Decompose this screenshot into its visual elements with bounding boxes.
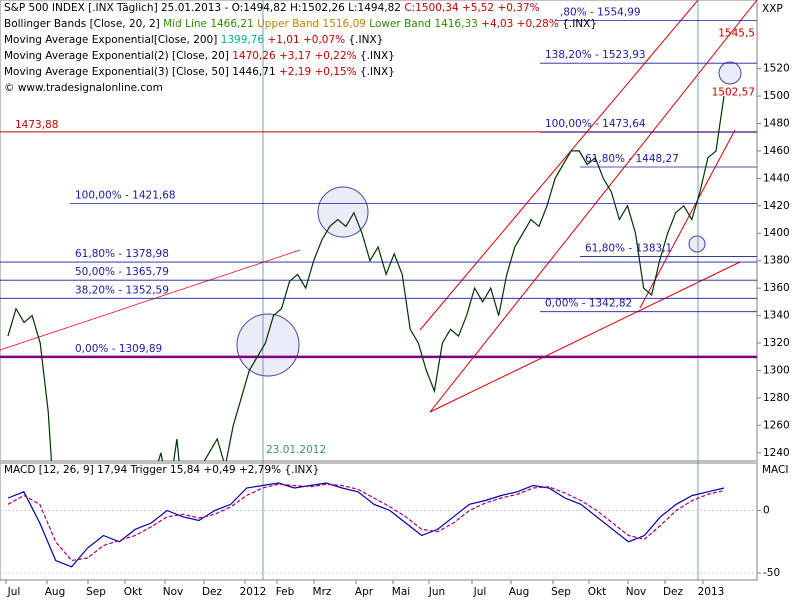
x-tick-label: Nov [626,586,647,598]
y-tick-label: 1380 [763,255,790,267]
legend-text: +4,03 +0,28% [481,18,559,30]
legend-text: 1399,76 [221,34,265,46]
legend-text: {.INX} [348,34,383,46]
legend-line: Bollinger Bands [Close, 20, 2] Mid Line … [4,18,597,30]
y-tick-label: 1240 [763,447,790,459]
x-tick-label: Aug [45,586,66,598]
series-line [7,482,725,568]
y-tick-label: 1320 [763,337,790,349]
legend-text: Mid Line 1466,21 [163,18,254,30]
x-tick-label: Dez [663,586,684,598]
x-tick-label: Jul [473,586,487,598]
x-tick-label: Mrz [313,586,332,598]
y-tick-label: 1340 [763,310,790,322]
fib-label: 138,20% - 1523,93 [545,49,646,61]
legend-text: Moving Average Exponential(3) [Close, 50… [4,66,276,78]
price-panel [0,0,758,462]
legend-text: 1470,26 +3,17 +0,22% [232,50,356,62]
y-tick-label: -50 [763,567,780,579]
reference-label: 1473,88 [15,119,58,131]
legend-text: S&P 500 INDEX [.INX Täglich] 25.01.2013 … [4,2,401,14]
macd-panel [0,462,758,581]
x-tick-label: Dez [202,586,223,598]
x-tick-label: Feb [276,586,295,598]
y-tick-label: 1280 [763,392,790,404]
macd-plot [0,482,757,574]
legend-line: S&P 500 INDEX [.INX Täglich] 25.01.2013 … [4,2,540,14]
highlight-circles [236,61,742,377]
fib-label: 100,00% - 1421,68 [75,189,176,201]
corner-label: XXP [762,3,783,15]
series-line [7,483,725,562]
fib-label: 50,00% - 1365,79 [75,266,169,278]
y-tick-label: 1520 [763,63,790,75]
fib-label: 61,80% - 1378,98 [75,248,169,260]
fib-label: 0,00% - 1309,89 [75,343,162,355]
x-tick-label: Aug [509,586,530,598]
y-tick-label: 1460 [763,145,790,157]
y-tick-label: 1260 [763,419,790,431]
fib-label: 38,20% - 1352,59 [75,284,169,296]
x-tick-label: Apr [355,586,374,598]
corner-label: MACI [762,464,789,476]
legend-text: Moving Average Exponential[Close, 200] [4,34,217,46]
fib-label: 61,80% - 1383,1 [585,242,672,254]
price-label: 1502,57 [712,87,755,99]
legend-line: Moving Average Exponential[Close, 200] 1… [4,34,383,46]
price-plot [0,20,757,461]
fib-label: 100,00% - 1473,64 [545,118,646,130]
legend-text: {.INX} [562,18,597,30]
series-line [7,95,725,461]
legend-text: {.INX} [360,66,395,78]
marker-date: 23.01.2012 [266,444,326,456]
x-tick-label: Sep [551,586,571,598]
y-tick-label: 0 [763,505,770,517]
x-tick-label: Jul [7,586,21,598]
legend-text: © www.tradesignalonline.com [4,82,163,94]
legend-text: Bollinger Bands [Close, 20, 2] [4,18,160,30]
fib-label: 61,80% - 1448,27 [585,153,679,165]
legend-text: Moving Average Exponential(2) [Close, 20… [4,50,229,62]
macd-title: MACD [12, 26, 9] 17,94 Trigger 15,84 +0,… [4,464,319,476]
legend-line: Moving Average Exponential(2) [Close, 20… [4,50,395,62]
fib-label: ,80% - 1554,99 [560,7,641,19]
x-tick-label: 2013 [698,586,725,598]
legend-line: Moving Average Exponential(3) [Close, 50… [4,66,395,78]
x-tick-label: Mai [392,586,410,598]
legend-text: C:1500,34 +5,52 +0,37% [404,2,539,14]
x-tick-label: Sep [86,586,106,598]
y-tick-label: 1500 [763,90,790,102]
x-tick-label: Okt [588,586,606,598]
x-tick-label: 2012 [240,586,267,598]
x-tick-label: Jun [428,586,445,598]
legend-text: Upper Band 1516,09 [257,18,366,30]
price-label: 1545,5 [718,28,755,40]
y-tick-label: 1440 [763,172,790,184]
y-tick-label: 1400 [763,227,790,239]
y-tick-label: 1300 [763,364,790,376]
legend-text: +2,19 +0,15% [279,66,357,78]
legend-text: +1,01 +0,07% [267,34,345,46]
y-tick-label: 1360 [763,282,790,294]
legend-text: {.INX} [360,50,395,62]
legend-line: © www.tradesignalonline.com [4,82,163,94]
fib-label: 0,00% - 1342,82 [545,298,632,310]
legend-text: Lower Band 1416,33 [369,18,478,30]
x-tick-label: Okt [124,586,142,598]
y-tick-label: 1420 [763,200,790,212]
x-tick-label: Nov [163,586,184,598]
y-tick-label: 1480 [763,117,790,129]
